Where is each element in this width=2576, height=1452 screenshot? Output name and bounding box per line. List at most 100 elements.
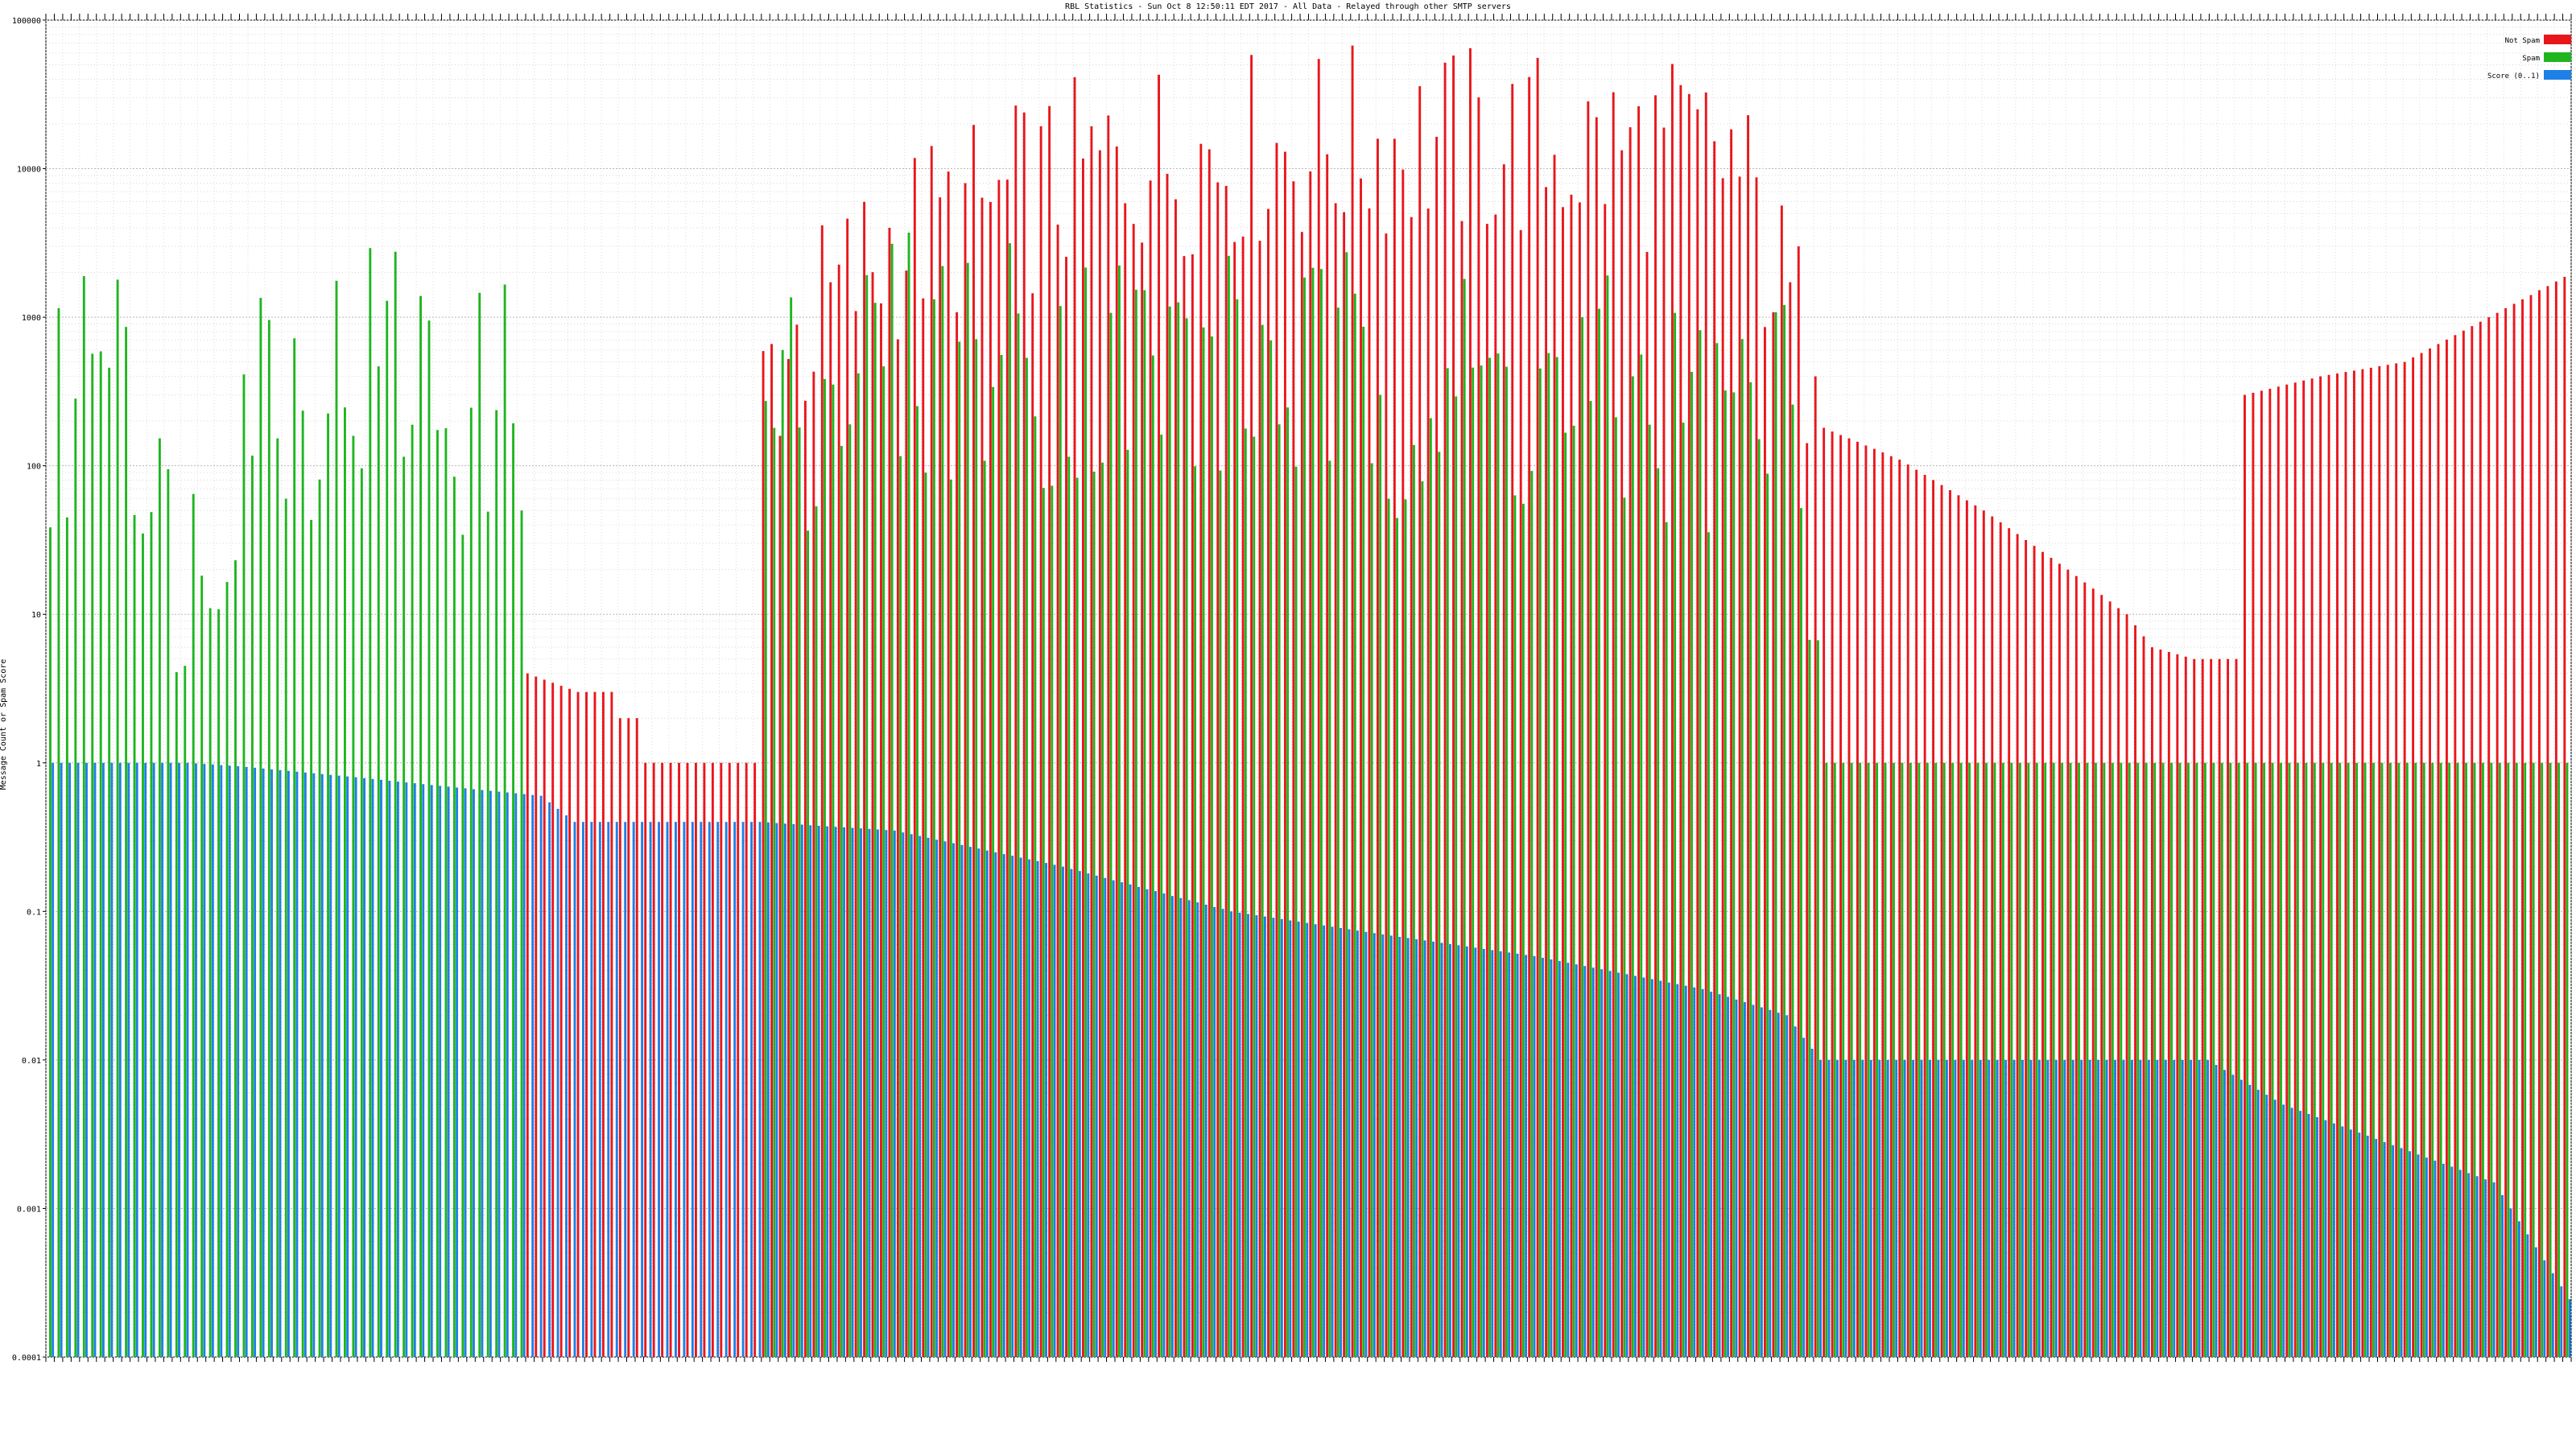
bar-not-spam — [1233, 241, 1236, 1357]
bar-score-0-1 — [1996, 1059, 1999, 1357]
bar-not-spam — [652, 762, 655, 1357]
bar-not-spam — [644, 762, 647, 1357]
bar-spam — [1345, 252, 1348, 1358]
bar-not-spam — [2496, 312, 2499, 1357]
bar-score-0-1 — [1323, 925, 1326, 1357]
bar-spam — [2347, 762, 2350, 1357]
bar-score-0-1 — [1710, 992, 1713, 1357]
bar-spam — [2094, 762, 2097, 1357]
bar-spam — [2035, 762, 2038, 1357]
bar-not-spam — [2041, 551, 2044, 1357]
bar-score-0-1 — [2509, 1208, 2512, 1357]
bar-spam — [2322, 762, 2325, 1357]
bar-score-0-1 — [2004, 1059, 2008, 1357]
bar-spam — [217, 609, 221, 1357]
bar-score-0-1 — [885, 830, 888, 1357]
bar-spam — [1143, 290, 1146, 1357]
bar-not-spam — [2395, 363, 2398, 1357]
bar-score-0-1 — [590, 822, 593, 1357]
bar-spam — [2490, 762, 2493, 1357]
bar-not-spam — [1965, 500, 1968, 1357]
bar-not-spam — [1856, 441, 1859, 1358]
bar-not-spam — [956, 311, 959, 1357]
bar-not-spam — [2352, 370, 2355, 1357]
bar-score-0-1 — [624, 822, 627, 1357]
bar-spam — [924, 472, 927, 1357]
bar-score-0-1 — [127, 762, 130, 1357]
bar-spam — [790, 297, 793, 1357]
bar-not-spam — [2344, 372, 2347, 1357]
bar-not-spam — [1562, 207, 1564, 1358]
bar-score-0-1 — [2097, 1059, 2100, 1357]
bar-score-0-1 — [2467, 1173, 2471, 1357]
bar-score-0-1 — [1836, 1059, 1839, 1357]
bar-spam — [142, 533, 144, 1357]
bar-score-0-1 — [758, 822, 762, 1357]
bar-not-spam — [2125, 614, 2128, 1357]
bar-score-0-1 — [101, 762, 105, 1357]
legend: Not Spam Spam Score (0..1) — [2487, 35, 2571, 80]
bar-spam — [444, 428, 448, 1357]
bar-spam — [1362, 326, 1365, 1358]
bar-spam — [2195, 762, 2198, 1357]
legend-label: Score (0..1) — [2487, 72, 2540, 80]
bar-score-0-1 — [2013, 1059, 2016, 1357]
bar-score-0-1 — [1389, 935, 1393, 1357]
bar-spam — [2363, 762, 2367, 1357]
bar-score-0-1 — [1137, 887, 1141, 1357]
bar-spam — [1185, 318, 1188, 1358]
bar-spam — [478, 292, 481, 1358]
bar-not-spam — [2193, 658, 2196, 1357]
bar-not-spam — [1823, 427, 1826, 1357]
bar-score-0-1 — [1297, 922, 1300, 1357]
bar-not-spam — [1115, 146, 1118, 1357]
bar-not-spam — [1098, 150, 1101, 1358]
bar-score-0-1 — [1625, 974, 1629, 1357]
bar-not-spam — [778, 435, 782, 1357]
bar-score-0-1 — [262, 768, 265, 1357]
bar-not-spam — [2479, 321, 2482, 1357]
bar-not-spam — [1991, 516, 1994, 1357]
bar-score-0-1 — [1718, 994, 1721, 1357]
bar-spam — [1025, 357, 1028, 1357]
bar-score-0-1 — [60, 762, 63, 1357]
bar-not-spam — [1839, 435, 1842, 1357]
bar-score-0-1 — [85, 762, 88, 1357]
bar-spam — [1151, 355, 1154, 1357]
bar-not-spam — [2302, 380, 2306, 1357]
bar-not-spam — [2538, 290, 2541, 1357]
bar-score-0-1 — [1701, 988, 1704, 1357]
bar-score-0-1 — [1937, 1059, 1940, 1357]
bar-score-0-1 — [741, 822, 745, 1357]
bar-not-spam — [1831, 431, 1834, 1358]
y-tick-label: 0.01 — [22, 1057, 41, 1066]
bar-not-spam — [1124, 203, 1127, 1358]
bar-not-spam — [2445, 339, 2448, 1357]
bar-score-0-1 — [1760, 1007, 1763, 1357]
bar-spam — [2549, 762, 2552, 1357]
bar-spam — [276, 438, 279, 1357]
bar-score-0-1 — [1356, 930, 1359, 1357]
bar-score-0-1 — [666, 822, 669, 1357]
bar-not-spam — [1485, 224, 1488, 1358]
bar-spam — [1757, 439, 1761, 1357]
bar-spam — [899, 456, 902, 1358]
bar-not-spam — [669, 762, 672, 1357]
bar-score-0-1 — [93, 762, 97, 1357]
bar-score-0-1 — [851, 827, 854, 1357]
bar-not-spam — [2336, 373, 2339, 1357]
bar-spam — [1413, 444, 1415, 1357]
bar-spam — [2355, 762, 2359, 1357]
bar-not-spam — [1814, 376, 1817, 1357]
bar-spam — [1311, 267, 1315, 1357]
bar-spam — [267, 320, 270, 1358]
bar-spam — [2103, 762, 2106, 1357]
bar-score-0-1 — [2434, 1160, 2437, 1357]
bar-spam — [1278, 424, 1281, 1357]
bar-spam — [1825, 762, 1828, 1357]
bar-not-spam — [2277, 386, 2280, 1357]
bar-not-spam — [2184, 656, 2187, 1357]
bar-score-0-1 — [2417, 1154, 2420, 1357]
bar-spam — [2288, 762, 2291, 1357]
bar-score-0-1 — [2409, 1151, 2411, 1357]
